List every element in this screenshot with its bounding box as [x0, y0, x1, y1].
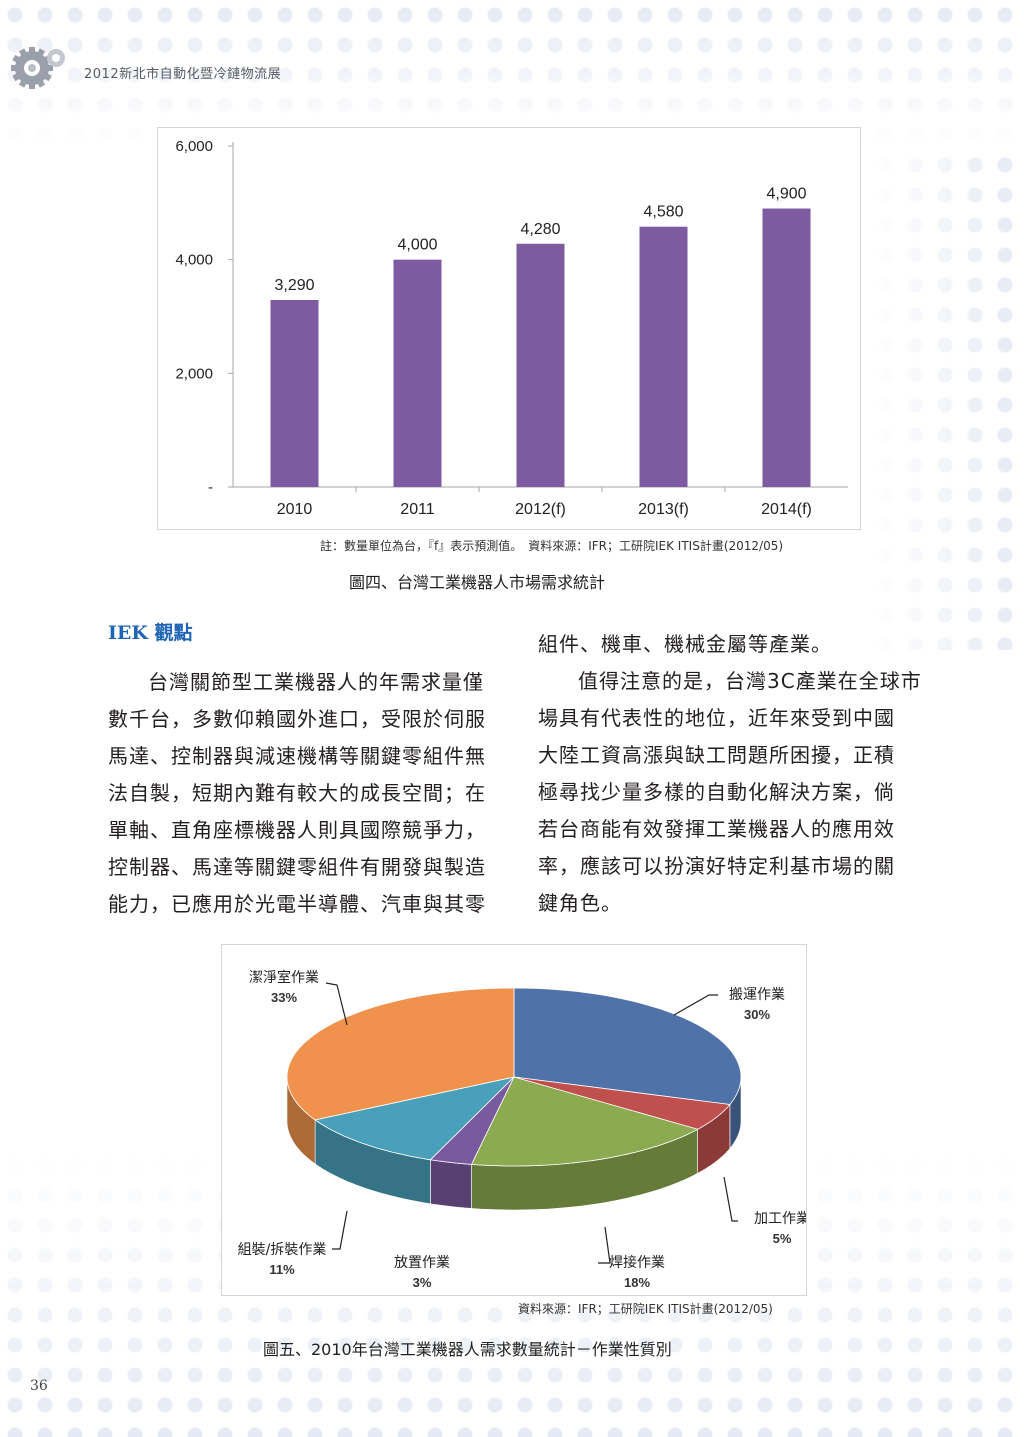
bar-value-label: 4,580: [643, 204, 683, 221]
pie-value-label: 11%: [269, 1262, 295, 1277]
paragraph-line: 場具有代表性的地位，近年來受到中國: [538, 706, 895, 730]
bar-value-label: 4,280: [520, 221, 560, 238]
pie-category-label: 放置作業: [394, 1255, 450, 1271]
pie-slice: [513, 987, 742, 1105]
paragraph-line: 能力，已應用於光電半導體、汽車與其零: [108, 892, 486, 916]
pie-leader-line: [325, 982, 348, 1026]
paragraph-line: 鍵角色。: [538, 891, 622, 915]
bar-chart: 6,000 4,000 2,000 - 3,290 2010 4,000 2011 4,280 2…: [175, 138, 848, 518]
pie-leader-line: [598, 1226, 611, 1264]
bar: [393, 259, 442, 487]
pie-category-label: 加工作業: [754, 1211, 806, 1227]
pie-slice-side: [430, 1159, 472, 1209]
bar: [270, 300, 319, 487]
pie-value-label: 18%: [624, 1275, 650, 1290]
pie-leader-line: [723, 1176, 738, 1222]
paragraph-line: 數千台，多數仰賴國外進口，受限於伺服: [108, 707, 486, 731]
pie-slice: [314, 1076, 516, 1161]
header-title: 2012新北市自動化暨冷鏈物流展: [84, 66, 282, 82]
section-title: IEK 觀點: [108, 622, 193, 644]
pie-category-label: 搬運作業: [729, 987, 785, 1003]
x-tick-label: 2012(f): [515, 501, 566, 518]
paragraph-line: 若台商能有效發揮工業機器人的應用效: [538, 817, 895, 841]
y-tick-label: -: [208, 479, 213, 496]
pie-slice: [513, 1076, 731, 1130]
paragraph-line: 法自製，短期內難有較大的成長空間；在: [108, 781, 486, 805]
pie-slice: [429, 1076, 515, 1165]
pie-side-walls: [286, 1077, 742, 1211]
paragraph-line: 大陸工資高漲與缺工問題所困擾，正積: [538, 743, 895, 767]
body-column-left: 台灣關節型工業機器人的年需求量僅 數千台，多數仰賴國外進口，受限於伺服 馬達、控…: [108, 664, 493, 923]
pie-category-label: 組裝/拆裝作業: [238, 1242, 327, 1258]
pie-leader-line: [332, 1210, 348, 1250]
figure5-source: 資料來源：IFR；工研院IEK ITIS計畫(2012/05): [518, 1302, 773, 1316]
page-number: 36: [30, 1378, 48, 1394]
pie-category-label: 焊接作業: [609, 1254, 665, 1271]
pie-chart-figure: 搬運作業 30% 加工作業 5% 焊接作業 18% 放置作業 3% 組裝/拆裝作業 11% 潔淨室作…: [221, 944, 810, 1296]
gear-icon: [11, 47, 65, 89]
paragraph-line: 值得注意的是，台灣3C產業在全球市: [578, 669, 922, 693]
background-dots-right: [870, 150, 1024, 650]
paragraph-line: 控制器、馬達等關鍵零組件有開發與製造: [108, 855, 486, 879]
paragraph-line: 台灣關節型工業機器人的年需求量僅: [148, 670, 484, 694]
paragraph-line: 率，應該可以扮演好特定利基市場的關: [538, 854, 895, 878]
pie-value-label: 33%: [271, 990, 297, 1005]
y-tick-label: 6,000: [175, 138, 213, 155]
x-tick-label: 2013(f): [638, 501, 689, 518]
pie-slice: [286, 987, 515, 1121]
paragraph-line: 組件、機車、機械金屬等產業。: [538, 632, 832, 656]
bar-value-label: 3,290: [274, 277, 314, 294]
bar: [762, 208, 811, 487]
y-tick-label: 2,000: [175, 365, 213, 382]
pie-leader-line: [673, 994, 718, 1016]
pie-category-label: 潔淨室作業: [249, 969, 319, 986]
page-header: 2012新北市自動化暨冷鏈物流展: [8, 38, 281, 98]
x-tick-label: 2011: [400, 501, 435, 518]
x-tick-label: 2014(f): [761, 501, 812, 518]
pie-value-label: 30%: [744, 1007, 770, 1022]
body-column-right: 組件、機車、機械金屬等產業。 值得注意的是，台灣3C產業在全球市 場具有代表性的…: [538, 626, 928, 922]
bar-value-label: 4,900: [766, 186, 806, 203]
pie-chart: 搬運作業 30% 加工作業 5% 焊接作業 18% 放置作業 3% 組裝/拆裝作業 11% 潔淨室作…: [238, 969, 810, 1290]
paragraph-line: 極尋找少量多樣的自動化解決方案，倘: [538, 780, 895, 804]
bar-value-label: 4,000: [397, 237, 437, 254]
bar: [516, 243, 565, 487]
paragraph-line: 單軸、直角座標機器人則具國際競爭力，: [108, 818, 486, 842]
background-dots-top: [0, 0, 1024, 150]
figure4-caption: 圖四、台灣工業機器人市場需求統計: [349, 573, 606, 592]
x-tick-label: 2010: [277, 501, 313, 518]
paragraph-line: 馬達、控制器與減速機構等關鍵零組件無: [108, 744, 486, 768]
figure5-caption: 圖五、2010年台灣工業機器人需求數量統計－作業性質別: [263, 1340, 672, 1359]
pie-value-label: 5%: [773, 1231, 792, 1246]
pie-slice: [470, 1076, 699, 1167]
figure4-note: 註：數量單位為台，『f』表示預測值。 資料來源：IFR；工研院IEK ITIS計…: [320, 539, 784, 553]
bar: [639, 226, 688, 487]
y-tick-label: 4,000: [175, 252, 213, 269]
bar-chart-figure: 6,000 4,000 2,000 - 3,290 2010 4,000 2011 4,280 2…: [157, 127, 861, 530]
pie-value-label: 3%: [413, 1275, 432, 1290]
